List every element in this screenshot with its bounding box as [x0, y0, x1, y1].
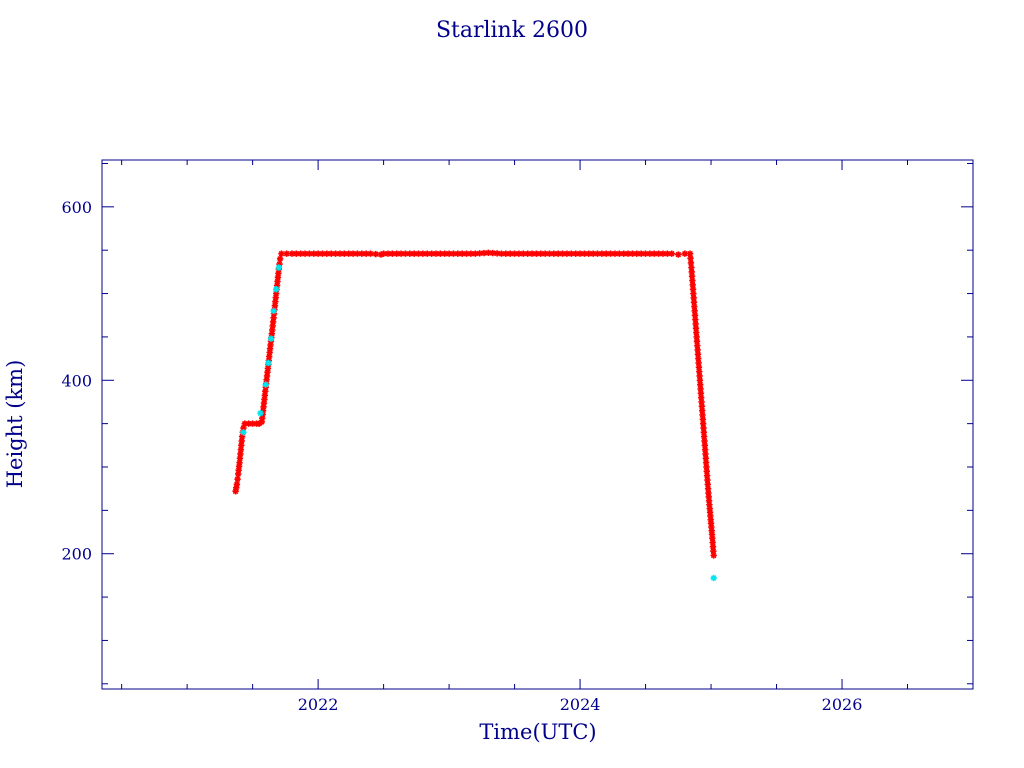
- data-point-secondary: [257, 410, 264, 417]
- data-point-primary: [589, 250, 597, 257]
- data-point-primary: [689, 281, 696, 289]
- data-point-primary: [698, 403, 706, 410]
- y-axis-label: Height (km): [3, 360, 27, 489]
- data-point-secondary: [262, 381, 269, 388]
- data-point-primary: [694, 351, 702, 358]
- chart-title: Starlink 2600: [436, 18, 588, 43]
- data-point-secondary: [265, 359, 272, 367]
- data-point-primary: [419, 250, 427, 257]
- data-point-primary: [710, 552, 717, 559]
- data-point-primary: [480, 249, 488, 257]
- data-point-primary: [620, 250, 627, 257]
- data-point-primary: [696, 368, 703, 375]
- x-tick-label: 2022: [298, 695, 339, 714]
- data-point-primary: [524, 250, 531, 257]
- data-point-primary: [306, 250, 313, 257]
- data-point-secondary: [270, 307, 277, 315]
- data-point-primary: [270, 314, 277, 322]
- x-tick-label: 2024: [560, 695, 601, 714]
- data-point-secondary: [273, 286, 280, 293]
- data-point-primary: [700, 429, 708, 436]
- data-point-primary: [695, 364, 703, 371]
- data-point-primary: [651, 250, 658, 257]
- data-point-primary: [688, 268, 695, 276]
- y-tick-label: 200: [61, 545, 92, 564]
- data-point-primary: [502, 250, 510, 257]
- data-point-primary: [703, 463, 710, 471]
- data-point-primary: [659, 250, 667, 257]
- data-point-primary: [603, 250, 610, 257]
- data-point-primary: [272, 298, 279, 305]
- data-point-primary: [696, 377, 704, 384]
- data-point-primary: [701, 437, 708, 445]
- data-point-primary: [563, 250, 571, 257]
- data-point-secondary: [710, 574, 717, 582]
- data-point-primary: [362, 250, 370, 257]
- data-point-secondary: [240, 429, 247, 436]
- plot-frame: [101, 159, 974, 690]
- x-axis-label: Time(UTC): [479, 720, 596, 744]
- data-point-primary: [537, 250, 544, 257]
- data-point-secondary: [267, 335, 275, 342]
- y-tick-label: 400: [61, 371, 92, 390]
- y-tick-label: 600: [61, 198, 92, 217]
- data-point-primary: [675, 251, 682, 258]
- data-point-primary: [349, 250, 357, 257]
- data-point-primary: [550, 250, 558, 257]
- data-point-primary: [493, 250, 501, 257]
- data-point-primary: [701, 442, 709, 449]
- data-point-primary: [450, 250, 457, 257]
- data-point-primary: [664, 250, 671, 257]
- data-point-primary: [703, 472, 711, 479]
- data-point-primary: [274, 274, 282, 281]
- data-point-primary: [611, 250, 619, 257]
- data-point-primary: [445, 250, 453, 257]
- data-point-primary: [454, 250, 462, 257]
- data-point-primary: [704, 481, 711, 488]
- data-point-primary: [234, 475, 241, 483]
- data-point-primary: [402, 250, 409, 257]
- data-point-primary: [389, 250, 396, 257]
- data-point-primary: [328, 250, 335, 257]
- data-point-primary: [668, 250, 675, 257]
- data-point-primary: [690, 299, 698, 306]
- data-point-primary: [702, 455, 710, 462]
- data-point-primary: [568, 250, 575, 257]
- data-point-primary: [310, 250, 317, 257]
- plot-area: [232, 249, 717, 582]
- data-point-secondary: [275, 264, 283, 271]
- data-point-primary: [533, 250, 540, 257]
- plot-axes: 2022 2024 2026 200 400 600: [61, 159, 974, 714]
- data-point-primary: [710, 547, 717, 555]
- data-point-primary: [633, 250, 641, 257]
- data-point-primary: [276, 255, 284, 263]
- data-point-primary: [701, 446, 709, 453]
- data-point-primary: [690, 290, 697, 297]
- data-point-primary: [546, 250, 553, 257]
- data-point-primary: [463, 250, 470, 257]
- x-tick-label: 2026: [822, 695, 863, 714]
- data-point-primary: [689, 286, 697, 293]
- series-line: [235, 252, 715, 556]
